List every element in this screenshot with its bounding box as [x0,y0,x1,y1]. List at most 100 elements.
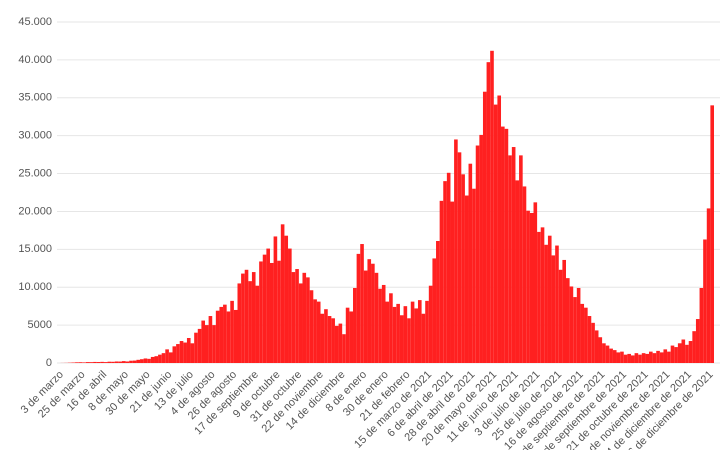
bar [223,304,227,363]
bar [356,253,361,363]
bar [526,210,530,363]
bar [576,287,581,363]
bar [208,316,213,363]
bar [291,272,296,363]
bar [454,139,458,363]
bar [414,308,418,363]
bar [410,301,415,363]
bar [602,343,606,363]
bar [540,227,545,363]
bar [360,244,364,363]
bar [183,342,187,363]
y-tick-label: 20.000 [18,205,52,217]
bar [353,287,357,363]
bar [688,341,693,363]
bar [197,328,202,363]
y-tick-label: 40.000 [18,54,52,66]
bar [284,235,289,363]
bar [587,316,592,363]
bar [85,362,90,363]
bar [439,200,444,363]
bar [143,358,148,363]
bar [703,239,707,363]
bar [251,272,256,363]
bar [150,356,155,363]
bar [324,309,328,363]
bar [320,313,325,363]
bar [663,349,668,363]
bar [443,181,447,363]
bar [641,353,646,363]
bar [457,152,462,363]
bar [374,272,379,363]
bar [255,285,260,363]
bar [345,307,350,363]
bar [421,313,426,363]
bar [446,172,451,363]
y-tick-label: 35.000 [18,92,52,104]
bar [569,286,574,363]
bar [403,306,408,363]
bar [111,361,115,363]
bar [436,240,440,363]
bar [486,62,491,363]
bar [461,174,465,363]
bar [269,262,274,363]
bar [450,201,455,363]
bar [248,281,252,363]
bar [468,163,473,363]
bar [168,352,173,363]
bar [508,155,512,363]
bar [634,353,639,363]
bar [266,248,270,363]
bar [677,343,682,363]
bar [342,334,346,363]
bar [114,361,119,363]
bar [201,320,206,363]
bar [511,147,516,363]
bar [389,293,393,363]
bar [562,259,566,363]
bar [580,303,585,363]
bar [482,91,487,364]
bar [176,344,180,363]
bar [118,361,122,363]
bar [609,348,613,363]
bar [630,355,635,363]
bar [620,351,624,363]
bar [623,354,628,363]
bar [298,283,303,363]
bar [140,359,144,363]
bar [309,290,314,363]
bar [205,325,209,363]
bar [392,306,397,363]
bar [93,361,97,363]
bar [334,325,339,363]
bar [179,341,184,363]
bar [598,337,603,363]
y-tick-label: 30.000 [18,130,52,142]
bar [306,277,310,363]
bar [190,343,195,363]
bar [519,155,523,363]
bar [537,231,541,363]
bar [277,260,281,363]
bar [385,301,390,363]
bar [288,248,292,363]
bar [165,349,169,363]
bar [555,245,559,363]
bar [280,224,285,363]
y-tick-label: 45.000 [18,16,52,28]
bar [132,360,137,363]
bar [96,362,101,363]
bar [551,255,556,363]
bar [262,254,267,363]
bar [591,322,595,363]
bar [490,50,494,363]
bar [710,105,714,363]
bar [558,269,563,363]
bar [129,360,133,363]
bar [338,323,343,363]
bar [493,104,498,363]
